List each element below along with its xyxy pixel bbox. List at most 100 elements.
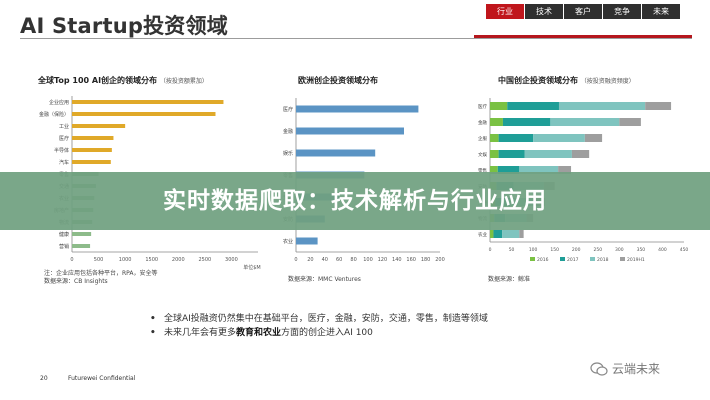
chart-china-title-text: 中国创企投资领域分布 — [498, 76, 578, 85]
tick-label: 0 — [70, 257, 73, 263]
bar — [296, 237, 318, 245]
chart-global: 企业应用金融（保险）工业医疗半导体汽车零售交通农业房地产物流健康营销050010… — [39, 96, 261, 271]
tick-label: 1000 — [119, 257, 132, 263]
tick-label: 2000 — [172, 257, 185, 263]
tick-label: 300 — [615, 247, 624, 253]
legend-label: 2017 — [567, 257, 579, 263]
tick-label: 20 — [307, 257, 313, 263]
overlay-banner: 实时数据爬取：技术解析与行业应用 — [0, 172, 710, 230]
category-label: 医疗 — [478, 103, 487, 110]
category-label: 农业 — [283, 238, 293, 245]
nav-tab[interactable]: 技术 — [525, 4, 563, 19]
bar-segment — [524, 150, 572, 158]
bar — [296, 127, 404, 135]
chart-china-title-note: （按投资融资频度） — [580, 78, 635, 85]
chart-china-note: 数据来源：鲸准 — [488, 276, 531, 283]
tick-label: 0 — [489, 247, 492, 253]
bar — [72, 148, 112, 152]
category-label: 金融 — [283, 128, 293, 135]
category-label: 医疗 — [283, 106, 293, 113]
bar-segment — [490, 166, 498, 174]
footer-page-number: 20 — [40, 375, 48, 382]
bar-segment — [519, 230, 524, 238]
nav-tab[interactable]: 行业 — [486, 4, 524, 19]
bar — [72, 112, 216, 116]
bar — [296, 149, 376, 157]
bullet-list: • 全球AI投融资仍然集中在基础平台，医疗，金融，安防，交通，零售，制造等领域 … — [150, 312, 488, 340]
tick-label: 450 — [680, 247, 689, 253]
bar — [296, 105, 419, 113]
title-rule — [20, 38, 692, 39]
chart-global-title-note: （按投资额累加） — [159, 78, 208, 85]
bar — [72, 100, 224, 104]
tick-label: 80 — [350, 257, 356, 263]
category-label: 文娱 — [478, 151, 487, 158]
tick-label: 0 — [294, 257, 297, 263]
tick-label: 150 — [550, 247, 559, 253]
legend-label: 2019H1 — [627, 257, 645, 263]
tick-label: 2500 — [198, 257, 211, 263]
bar-segment — [533, 134, 585, 142]
bar-segment — [490, 118, 503, 126]
bar-segment — [498, 150, 525, 158]
bar-segment — [493, 230, 503, 238]
bar-segment — [550, 118, 620, 126]
category-label: 健康 — [59, 231, 69, 238]
tick-label: 180 — [421, 257, 431, 263]
tick-label: 3000 — [225, 257, 238, 263]
tick-label: 250 — [593, 247, 602, 253]
bar-segment — [490, 102, 508, 110]
chart-europe-title: 欧洲创企投资领域分布 — [298, 76, 378, 85]
tick-label: 120 — [378, 257, 388, 263]
category-label: 半导体 — [54, 147, 69, 154]
tick-label: 50 — [509, 247, 515, 253]
tick-label: 400 — [658, 247, 667, 253]
nav-tab[interactable]: 未来 — [642, 4, 680, 19]
bar — [72, 232, 92, 236]
page-title: AI Startup投资领域 — [20, 14, 228, 38]
chart-global-notes: 注：企业应用包括各种平台，RPA，安全等 数据来源：CB Insights — [44, 270, 158, 286]
category-label: 企服 — [478, 135, 487, 142]
title-rule-accent — [474, 35, 692, 38]
tick-label: 100 — [529, 247, 538, 253]
legend-label: 2016 — [537, 257, 549, 263]
bar — [72, 244, 91, 248]
tick-label: 140 — [392, 257, 402, 263]
wechat-icon — [590, 361, 608, 376]
bar-segment — [490, 230, 494, 238]
bullet-text: 未来几年会有更多教育和农业方面的创企进入AI 100 — [164, 328, 373, 338]
category-label: 医疗 — [59, 135, 69, 142]
chart-global-title-text: 全球Top 100 AI创企的领域分布 — [38, 76, 158, 85]
bar — [72, 124, 126, 128]
bar — [72, 160, 111, 164]
top-nav: 行业 技术 客户 竞争 未来 — [486, 4, 681, 19]
category-label: 农业 — [478, 231, 487, 238]
bar-segment — [502, 118, 551, 126]
tick-label: 200 — [435, 257, 445, 263]
watermark: 云端未来 — [590, 360, 660, 377]
tick-label: 60 — [336, 257, 342, 263]
bullet-text: 全球AI投融资仍然集中在基础平台，医疗，金融，安防，交通，零售，制造等领域 — [164, 314, 488, 324]
tick-label: 40 — [322, 257, 328, 263]
legend-swatch — [590, 257, 595, 261]
bullet-dot: • — [150, 328, 156, 338]
category-label: 娱乐 — [283, 150, 293, 157]
bar-segment — [490, 134, 499, 142]
tick-label: 500 — [94, 257, 104, 263]
tick-label: 160 — [406, 257, 416, 263]
footer-confidential: Futurewei Confidential — [68, 375, 136, 382]
bar-segment — [571, 150, 590, 158]
overlay-banner-text: 实时数据爬取：技术解析与行业应用 — [163, 188, 547, 214]
bullet-dot: • — [150, 314, 156, 324]
x-axis-unit: 单位$M — [243, 264, 261, 271]
bar — [72, 136, 114, 140]
bar-segment — [558, 166, 572, 174]
nav-tab[interactable]: 客户 — [564, 4, 602, 19]
tick-label: 350 — [637, 247, 646, 253]
nav-tab[interactable]: 竞争 — [603, 4, 641, 19]
category-label: 零售 — [478, 167, 487, 174]
chart-global-title: 全球Top 100 AI创企的领域分布 （按投资额累加） — [38, 75, 208, 86]
chart-global-note1: 注：企业应用包括各种平台，RPA，安全等 — [44, 270, 158, 277]
category-label: 工业 — [59, 123, 69, 130]
legend-label: 2018 — [597, 257, 609, 263]
